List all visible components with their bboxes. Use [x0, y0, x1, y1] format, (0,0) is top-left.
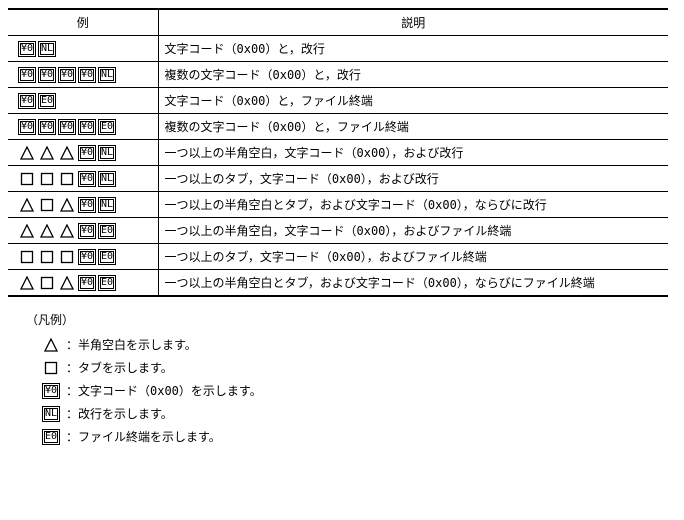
legend-item: ¥0 ：文字コード（0x00）を示します。 [42, 382, 676, 399]
e0-symbol: E0 [42, 429, 60, 445]
triangle-icon [42, 337, 60, 353]
description-cell: 一つ以上のタブ，文字コード（0x00），および改行 [158, 166, 668, 192]
example-table: 例 説明 ¥0NL文字コード（0x00）と，改行¥0¥0¥0¥0NL複数の文字コ… [8, 8, 668, 297]
square-icon [38, 171, 56, 187]
legend-title: （凡例） [26, 311, 676, 328]
legend-item: NL ：改行を示します。 [42, 405, 676, 422]
example-cell: ¥0¥0¥0¥0E0 [8, 114, 158, 140]
triangle-icon [38, 145, 56, 161]
nl-symbol: NL [98, 197, 116, 213]
legend-text: ：半角空白を示します。 [66, 336, 197, 353]
table-row: ¥0¥0¥0¥0E0複数の文字コード（0x00）と，ファイル終端 [8, 114, 668, 140]
triangle-icon [18, 145, 36, 161]
y0-symbol: ¥0 [18, 67, 36, 83]
y0-symbol: ¥0 [78, 197, 96, 213]
header-description: 説明 [158, 9, 668, 36]
example-cell: ¥0E0 [8, 88, 158, 114]
e0-symbol: E0 [98, 275, 116, 291]
y0-symbol: ¥0 [78, 223, 96, 239]
y0-symbol: ¥0 [78, 119, 96, 135]
example-cell: ¥0E0 [8, 270, 158, 297]
y0-symbol: ¥0 [78, 275, 96, 291]
e0-symbol: E0 [98, 119, 116, 135]
legend-text: ：タブを示します。 [66, 359, 173, 376]
triangle-icon [58, 223, 76, 239]
triangle-icon [58, 275, 76, 291]
e0-symbol: E0 [38, 93, 56, 109]
e0-symbol: E0 [98, 223, 116, 239]
triangle-icon [58, 145, 76, 161]
square-icon [38, 275, 56, 291]
example-cell: ¥0NL [8, 166, 158, 192]
square-icon [38, 197, 56, 213]
example-cell: ¥0¥0¥0¥0NL [8, 62, 158, 88]
square-icon [58, 171, 76, 187]
description-cell: 文字コード（0x00）と，改行 [158, 36, 668, 62]
example-cell: ¥0E0 [8, 244, 158, 270]
legend-text: ：文字コード（0x00）を示します。 [66, 382, 262, 399]
description-cell: 文字コード（0x00）と，ファイル終端 [158, 88, 668, 114]
nl-symbol: NL [98, 171, 116, 187]
legend-item: ：タブを示します。 [42, 359, 676, 376]
nl-symbol: NL [42, 406, 60, 422]
description-cell: 複数の文字コード（0x00）と，ファイル終端 [158, 114, 668, 140]
square-icon [18, 249, 36, 265]
table-row: ¥0E0一つ以上の半角空白とタブ，および文字コード（0x00），ならびにファイル… [8, 270, 668, 297]
y0-symbol: ¥0 [78, 67, 96, 83]
y0-symbol: ¥0 [58, 67, 76, 83]
triangle-icon [18, 275, 36, 291]
nl-symbol: NL [98, 67, 116, 83]
y0-symbol: ¥0 [38, 119, 56, 135]
header-example: 例 [8, 9, 158, 36]
legend-item: ：半角空白を示します。 [42, 336, 676, 353]
description-cell: 一つ以上の半角空白とタブ，および文字コード（0x00），ならびに改行 [158, 192, 668, 218]
table-row: ¥0E0文字コード（0x00）と，ファイル終端 [8, 88, 668, 114]
table-row: ¥0NL一つ以上のタブ，文字コード（0x00），および改行 [8, 166, 668, 192]
square-icon [38, 249, 56, 265]
y0-symbol: ¥0 [58, 119, 76, 135]
y0-symbol: ¥0 [78, 145, 96, 161]
y0-symbol: ¥0 [42, 383, 60, 399]
e0-symbol: E0 [98, 249, 116, 265]
table-row: ¥0E0一つ以上の半角空白，文字コード（0x00），およびファイル終端 [8, 218, 668, 244]
legend-text: ：ファイル終端を示します。 [66, 428, 221, 445]
description-cell: 一つ以上の半角空白，文字コード（0x00），およびファイル終端 [158, 218, 668, 244]
legend-text: ：改行を示します。 [66, 405, 173, 422]
example-cell: ¥0NL [8, 36, 158, 62]
description-cell: 複数の文字コード（0x00）と，改行 [158, 62, 668, 88]
nl-symbol: NL [38, 41, 56, 57]
description-cell: 一つ以上の半角空白，文字コード（0x00），および改行 [158, 140, 668, 166]
triangle-icon [58, 197, 76, 213]
description-cell: 一つ以上のタブ，文字コード（0x00），およびファイル終端 [158, 244, 668, 270]
example-cell: ¥0E0 [8, 218, 158, 244]
y0-symbol: ¥0 [18, 41, 36, 57]
y0-symbol: ¥0 [38, 67, 56, 83]
table-row: ¥0¥0¥0¥0NL複数の文字コード（0x00）と，改行 [8, 62, 668, 88]
square-icon [18, 171, 36, 187]
square-icon [58, 249, 76, 265]
description-cell: 一つ以上の半角空白とタブ，および文字コード（0x00），ならびにファイル終端 [158, 270, 668, 297]
table-row: ¥0NL一つ以上の半角空白，文字コード（0x00），および改行 [8, 140, 668, 166]
legend-item: E0 ：ファイル終端を示します。 [42, 428, 676, 445]
square-icon [42, 360, 60, 376]
example-cell: ¥0NL [8, 192, 158, 218]
nl-symbol: NL [98, 145, 116, 161]
legend: （凡例） ：半角空白を示します。 ：タブを示します。 ¥0 ：文字コード（0x00）を… [8, 311, 676, 445]
y0-symbol: ¥0 [78, 171, 96, 187]
triangle-icon [18, 197, 36, 213]
y0-symbol: ¥0 [18, 119, 36, 135]
triangle-icon [18, 223, 36, 239]
table-row: ¥0NL文字コード（0x00）と，改行 [8, 36, 668, 62]
table-row: ¥0E0一つ以上のタブ，文字コード（0x00），およびファイル終端 [8, 244, 668, 270]
table-row: ¥0NL一つ以上の半角空白とタブ，および文字コード（0x00），ならびに改行 [8, 192, 668, 218]
triangle-icon [38, 223, 56, 239]
y0-symbol: ¥0 [78, 249, 96, 265]
example-cell: ¥0NL [8, 140, 158, 166]
y0-symbol: ¥0 [18, 93, 36, 109]
